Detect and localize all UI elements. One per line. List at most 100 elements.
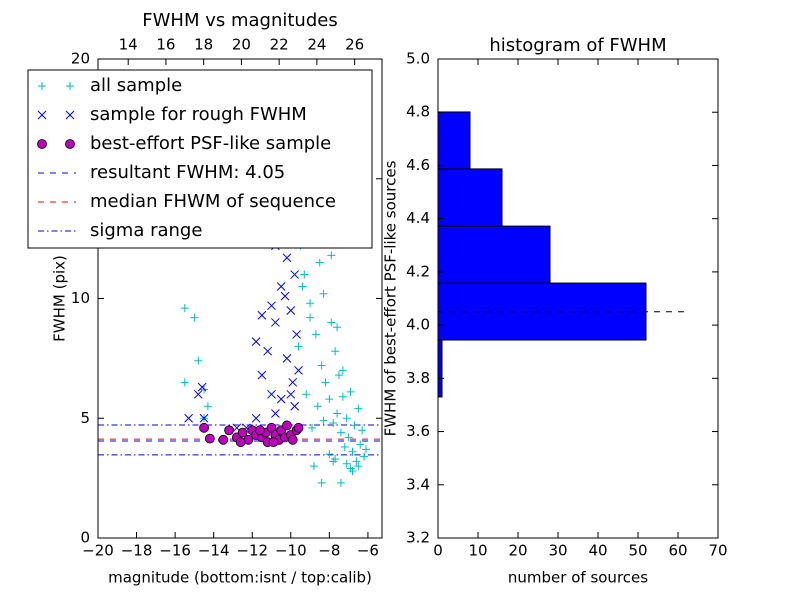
x2-tick-label: 16 <box>156 36 175 54</box>
data-point <box>335 371 344 380</box>
data-point <box>251 413 261 423</box>
data-point <box>319 289 328 298</box>
data-point <box>257 370 267 380</box>
data-point <box>360 452 369 461</box>
legend-marker <box>38 82 46 90</box>
y-tick-label: 0 <box>80 529 90 547</box>
y-tick-label: 4.8 <box>406 103 430 121</box>
data-point <box>199 422 209 433</box>
data-point <box>338 392 347 401</box>
x2-tick-label: 20 <box>232 36 251 54</box>
legend <box>27 69 373 249</box>
data-point <box>294 365 303 375</box>
data-point <box>354 462 363 471</box>
data-point <box>263 346 273 356</box>
data-point <box>342 414 351 423</box>
x-tick-label: 20 <box>508 542 527 560</box>
data-point <box>237 427 248 438</box>
data-point <box>308 423 317 432</box>
data-point <box>348 447 357 456</box>
data-point <box>317 361 326 370</box>
data-point <box>346 387 355 396</box>
data-point <box>197 382 207 392</box>
legend-label: all sample <box>90 75 182 96</box>
data-point <box>280 291 290 301</box>
data-point <box>184 413 193 423</box>
data-point <box>331 347 340 356</box>
axes-frame <box>437 58 719 539</box>
x-tick-label: −18 <box>121 542 153 560</box>
x2-tick-label: 14 <box>119 36 138 54</box>
legend-box <box>27 69 373 249</box>
y-tick-label: 4.4 <box>406 209 430 227</box>
bar <box>437 282 647 341</box>
data-point <box>358 426 367 435</box>
x-tick-label: −16 <box>159 542 191 560</box>
data-point <box>193 389 203 399</box>
data-point <box>336 478 345 487</box>
data-point <box>336 428 345 437</box>
y-tick-label: 3.8 <box>406 369 430 387</box>
bar <box>437 168 503 227</box>
x-tick-label: −8 <box>318 542 340 560</box>
data-point <box>235 437 246 448</box>
data-point <box>267 389 276 399</box>
legend-marker <box>65 110 75 120</box>
data-point <box>290 270 300 279</box>
data-point <box>224 425 235 436</box>
data-point <box>282 354 292 363</box>
data-point <box>338 366 347 375</box>
data-point <box>286 306 296 315</box>
data-point <box>354 404 363 413</box>
data-point <box>321 378 330 387</box>
data-point <box>356 440 365 449</box>
data-point <box>293 422 304 433</box>
legend-label: median FHWM of sequence <box>90 191 336 212</box>
data-point <box>180 304 189 313</box>
data-point <box>340 442 349 451</box>
x-tick-label: −10 <box>275 542 307 560</box>
data-point <box>204 433 215 444</box>
data-point <box>361 445 370 454</box>
data-point <box>329 457 338 466</box>
data-point <box>333 409 342 418</box>
data-point <box>346 464 355 473</box>
y-tick-label: 4.0 <box>406 316 430 334</box>
data-point <box>333 323 342 332</box>
x-tick-label: 60 <box>668 542 687 560</box>
legend-marker <box>37 110 47 120</box>
x2-tick-label: 18 <box>194 36 213 54</box>
legend-label: best-effort PSF-like sample <box>90 133 331 154</box>
data-point <box>309 462 318 471</box>
x-tick-label: 40 <box>588 542 607 560</box>
data-point <box>271 409 280 418</box>
bar <box>437 339 443 398</box>
data-point <box>292 330 301 339</box>
chart-title: FWHM vs magnitudes <box>142 10 337 31</box>
data-point <box>329 419 338 428</box>
y-axis-label: FWHM (pix) <box>51 255 69 342</box>
x2-tick-label: 26 <box>345 36 364 54</box>
data-point <box>251 337 261 346</box>
data-point <box>199 413 209 423</box>
data-point <box>180 378 189 387</box>
bar <box>437 225 551 284</box>
data-point <box>271 318 280 327</box>
legend-marker <box>37 139 47 149</box>
bar <box>437 111 471 170</box>
data-point <box>218 434 229 445</box>
data-point <box>300 270 309 279</box>
y-tick-label: 4.6 <box>406 156 430 174</box>
data-point <box>306 313 315 322</box>
data-point <box>268 437 279 448</box>
data-point <box>344 433 353 442</box>
data-point <box>294 342 303 351</box>
data-point <box>342 459 351 468</box>
data-point <box>190 313 199 322</box>
data-point <box>319 416 328 425</box>
data-point <box>287 434 298 445</box>
data-point <box>194 356 203 365</box>
x-axis-label: magnitude (bottom:isnt / top:calib) <box>108 569 372 587</box>
y-tick-label: 3.2 <box>406 529 430 547</box>
